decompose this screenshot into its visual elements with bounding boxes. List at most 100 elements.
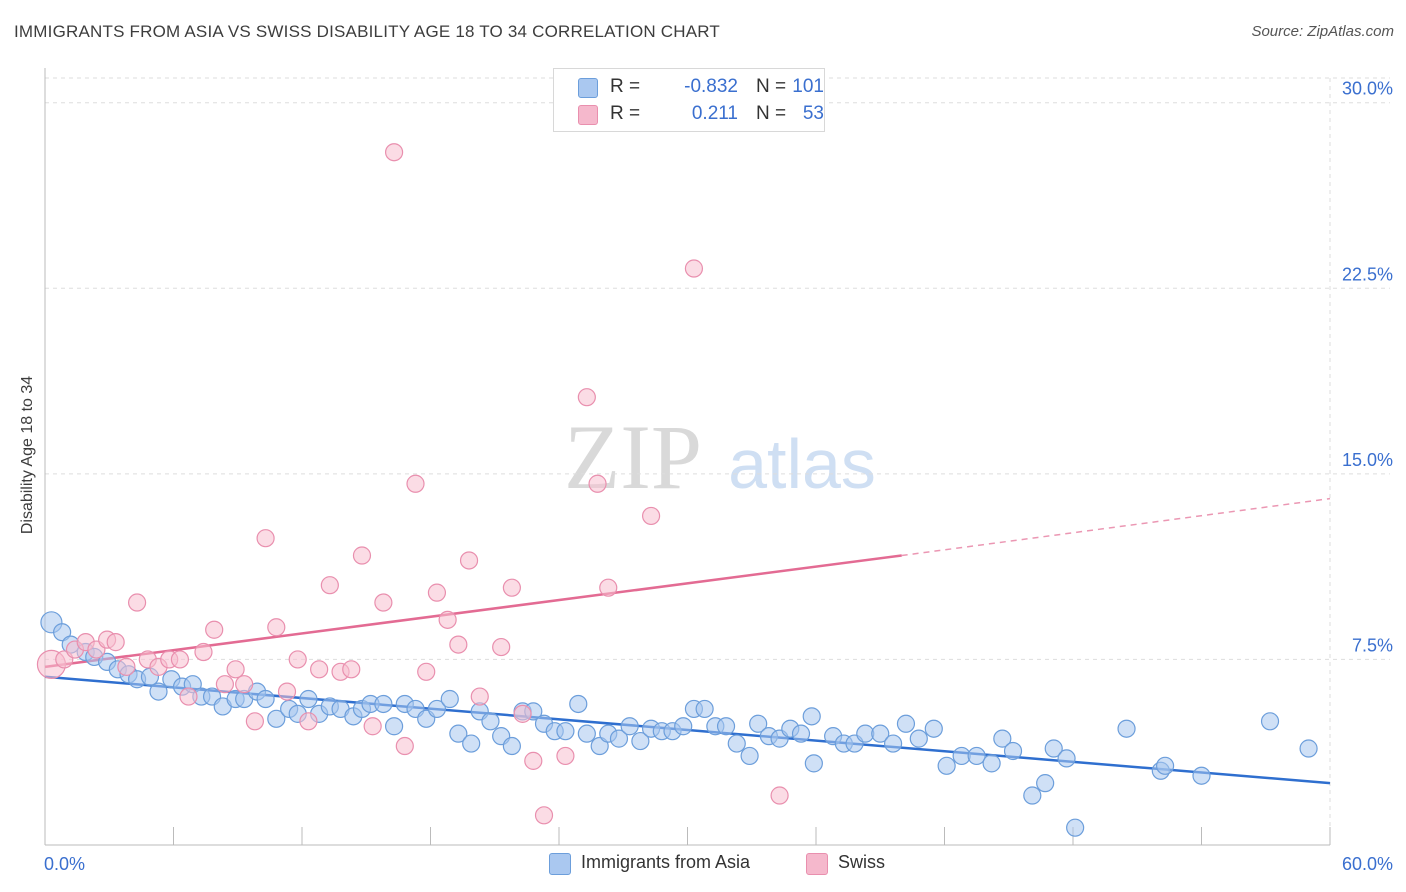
legend-n-value: 53 [802, 103, 824, 124]
asia-point [967, 746, 986, 766]
swiss-point [310, 660, 329, 679]
swiss-point [427, 583, 447, 602]
legend-r-label: R = [610, 76, 641, 97]
y-tick-label: 15.0% [1342, 450, 1393, 470]
swiss-point [363, 717, 382, 736]
asia-point [427, 699, 447, 719]
swiss-point [194, 642, 213, 662]
swiss-point [235, 675, 254, 694]
asia-point [924, 719, 943, 738]
asia-point [631, 731, 650, 751]
asia-point [740, 746, 759, 766]
asia-point [674, 717, 693, 736]
asia-point [267, 709, 286, 728]
legend-swatch-swiss [578, 105, 598, 125]
asia-point [1057, 749, 1076, 768]
y-tick-label: 22.5% [1342, 264, 1393, 284]
swiss-point [117, 657, 136, 676]
swiss-point [534, 806, 554, 825]
asia-point [256, 689, 275, 709]
asia-point [440, 689, 459, 709]
legend-n-value: 101 [792, 76, 824, 97]
asia-point [1155, 756, 1175, 775]
legend-item-asia: Immigrants from Asia [549, 850, 779, 878]
asia-point [481, 712, 500, 731]
x-tick-label: 60.0% [1342, 854, 1393, 874]
swiss-point [438, 610, 457, 629]
y-tick-label: 7.5% [1352, 635, 1393, 655]
asia-point [299, 689, 318, 709]
swiss-point [226, 660, 245, 679]
swiss-point [342, 660, 361, 679]
swiss-point [267, 618, 286, 637]
swiss-point [245, 712, 264, 731]
asia-point [871, 724, 890, 743]
swiss-point [374, 593, 393, 612]
series-points [36, 143, 1318, 837]
asia-point [749, 714, 768, 733]
swiss-point [577, 388, 596, 407]
swiss-point [770, 786, 789, 805]
swiss-point [256, 529, 275, 548]
legend-item-swiss: Swiss [806, 850, 906, 878]
asia-point [883, 734, 903, 753]
swiss-point [106, 633, 125, 652]
asia-point [590, 736, 609, 756]
swiss-point [524, 751, 543, 770]
asia-point [556, 722, 575, 741]
swiss-point [170, 650, 190, 669]
swiss-point [556, 746, 575, 766]
asia-point [1044, 739, 1063, 758]
swiss-point [459, 551, 479, 570]
asia-point [1299, 739, 1318, 758]
asia-point [569, 694, 588, 714]
swiss-point [684, 259, 704, 278]
legend-r-label: R = [610, 103, 641, 124]
asia-point [149, 682, 168, 701]
asia-point [1117, 719, 1136, 738]
swiss-point [320, 576, 339, 595]
asia-point [716, 717, 736, 736]
asia-point [577, 724, 596, 743]
series-asia [40, 611, 1318, 837]
swiss-point [641, 506, 661, 526]
swiss-point [588, 474, 607, 493]
swiss-point [449, 635, 468, 654]
trend-lines [44, 497, 1331, 785]
swiss-point [205, 620, 224, 639]
swiss-point [492, 637, 511, 657]
swiss-trend-extension [901, 497, 1331, 557]
swiss-point [127, 593, 147, 612]
asia-point [727, 734, 746, 753]
asia-point [1003, 741, 1023, 761]
legend-r-value: -0.832 [684, 76, 738, 97]
swiss-point [395, 736, 414, 756]
asia-point [937, 756, 956, 775]
asia-point [993, 729, 1012, 748]
x-tick-label: 0.0% [44, 854, 85, 874]
asia-point [1192, 766, 1211, 785]
swiss-point [513, 704, 532, 723]
asia-point [53, 623, 72, 642]
asia-point [896, 714, 916, 733]
legend-label-swiss: Swiss [838, 852, 886, 872]
legend-label-asia: Immigrants from Asia [581, 852, 751, 872]
asia-point [384, 717, 404, 736]
swiss-point [502, 578, 521, 597]
swiss-point [384, 143, 404, 162]
asia-point [804, 754, 823, 773]
legend-r-value: 0.211 [691, 103, 738, 124]
chart-title: IMMIGRANTS FROM ASIA VS SWISS DISABILITY… [14, 22, 721, 41]
tick-labels: 7.5% 15.0% 22.5% 30.0% 0.0% 60.0% [44, 79, 1393, 874]
series-swiss [36, 143, 789, 825]
swiss-point [277, 682, 297, 701]
asia-point [449, 724, 468, 743]
asia-point [609, 729, 629, 748]
asia-point [1260, 712, 1280, 731]
swiss-point [599, 578, 618, 597]
swiss-point [417, 662, 436, 681]
asia-point [502, 736, 521, 756]
swiss-trend-line [44, 554, 902, 669]
source-label: Source: ZipAtlas.com [1251, 23, 1394, 40]
asia-point [1023, 786, 1042, 805]
